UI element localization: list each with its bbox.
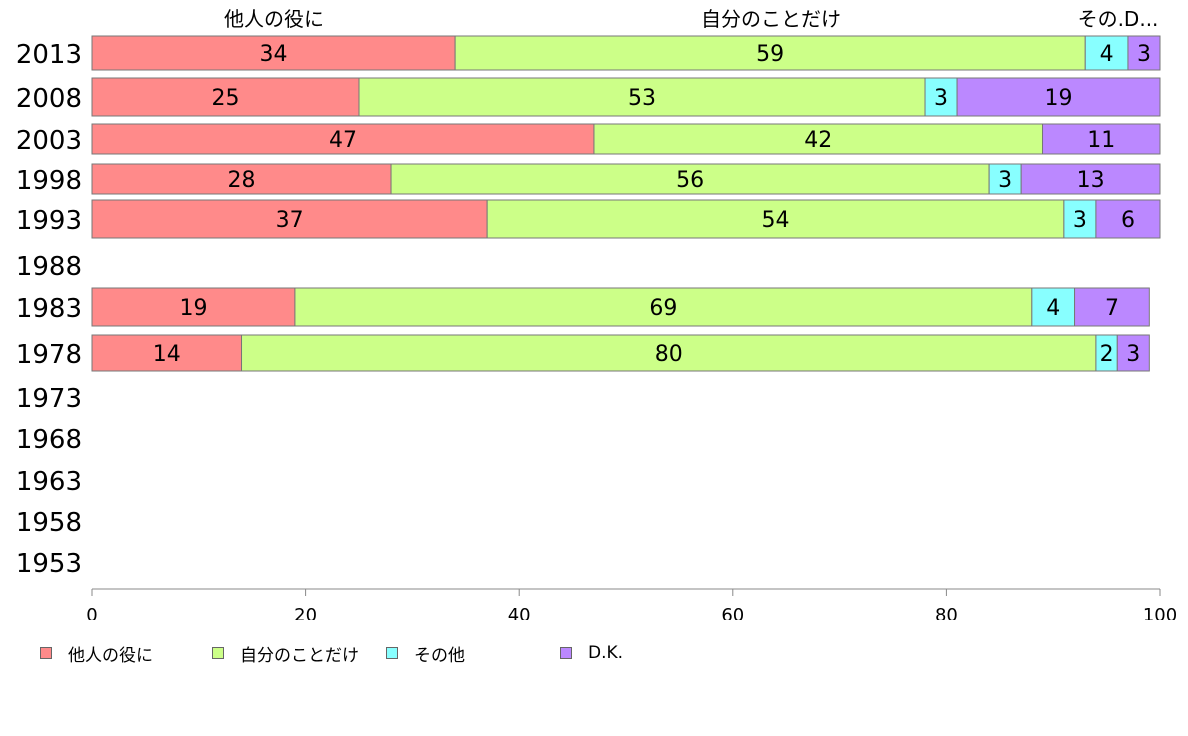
- bar-2008-series-0: [91, 77, 360, 117]
- legend-label-0: 他人の役に: [68, 645, 153, 666]
- bar-1993-series-1: [486, 199, 1065, 239]
- bar-1978-series-3: [1116, 334, 1150, 372]
- legend-item-0: 他人の役に: [40, 642, 153, 666]
- legend-swatch-3: [560, 647, 572, 659]
- data-label-2003-series-1: 42: [804, 128, 832, 153]
- y-label-1963: 1963: [16, 467, 82, 497]
- bar-1983-series-3: [1074, 287, 1150, 327]
- bar-2003-series-1: [593, 123, 1044, 155]
- legend: 他人の役に 自分のことだけ その他 D.K.: [40, 642, 740, 666]
- data-label-2008-series-0: 25: [212, 86, 240, 111]
- legend-label-3: D.K.: [588, 643, 624, 663]
- data-label-1978-series-0: 14: [153, 342, 181, 367]
- bar-2013-series-1: [454, 35, 1086, 71]
- data-label-1978-series-3: 3: [1126, 342, 1140, 367]
- bar-1998-series-3: [1020, 163, 1161, 195]
- y-label-1973: 1973: [16, 384, 82, 414]
- bar-2013-series-3: [1127, 35, 1161, 71]
- top-label-2: その.D...: [1078, 7, 1159, 31]
- bar-2003-series-0: [91, 123, 595, 155]
- bar-1993-series-2: [1063, 199, 1097, 239]
- x-tick-label-20: 20: [294, 605, 317, 620]
- y-label-1978: 1978: [16, 340, 82, 370]
- y-label-2008: 2008: [16, 84, 82, 114]
- stacked-bar-chart: 他人の役に 自分のことだけ その.D... 20132008200319981993…: [16, 7, 1177, 626]
- bar-1983-series-1: [294, 287, 1033, 327]
- bar-2013-series-2: [1084, 35, 1129, 71]
- y-label-2013: 2013: [16, 40, 82, 70]
- data-label-2013-series-0: 34: [260, 42, 288, 67]
- data-label-1998-series-2: 3: [998, 168, 1012, 193]
- legend-item-2: その他: [386, 642, 465, 666]
- data-label-2013-series-3: 3: [1137, 42, 1151, 67]
- data-label-1998-series-3: 13: [1077, 168, 1105, 193]
- legend-swatch-0: [40, 647, 52, 659]
- legend-swatch-2: [386, 647, 398, 659]
- data-label-2003-series-3: 11: [1087, 128, 1115, 153]
- legend-item-1: 自分のことだけ: [212, 642, 359, 666]
- bar-1993-series-3: [1095, 199, 1161, 239]
- data-label-1993-series-3: 6: [1121, 208, 1135, 233]
- data-label-1983-series-3: 7: [1105, 296, 1119, 321]
- y-label-1998: 1998: [16, 166, 82, 196]
- x-tick-label-60: 60: [721, 605, 744, 620]
- legend-label-2: その他: [414, 645, 465, 666]
- bar-1983-series-0: [91, 287, 296, 327]
- data-label-1993-series-2: 3: [1073, 208, 1087, 233]
- y-label-1958: 1958: [16, 508, 82, 538]
- data-label-2003-series-0: 47: [329, 128, 357, 153]
- bar-1983-series-2: [1031, 287, 1076, 327]
- bar-1998-series-1: [390, 163, 990, 195]
- data-label-2008-series-2: 3: [934, 86, 948, 111]
- y-label-1983: 1983: [16, 294, 82, 324]
- data-label-1978-series-1: 80: [655, 342, 683, 367]
- y-label-2003: 2003: [16, 126, 82, 156]
- legend-label-1: 自分のことだけ: [240, 645, 359, 666]
- bar-2013-series-0: [91, 35, 456, 71]
- legend-item-3: D.K.: [560, 642, 623, 664]
- bar-1993-series-0: [91, 199, 488, 239]
- bar-1978-series-1: [241, 334, 1097, 372]
- top-label-1: 自分のことだけ: [701, 7, 841, 31]
- data-label-1983-series-0: 19: [179, 296, 207, 321]
- y-label-1968: 1968: [16, 425, 82, 455]
- legend-swatch-1: [212, 647, 224, 659]
- bar-2008-series-3: [956, 77, 1161, 117]
- data-label-1983-series-2: 4: [1046, 296, 1060, 321]
- x-tick-label-40: 40: [508, 605, 531, 620]
- x-tick-label-80: 80: [935, 605, 958, 620]
- data-label-1983-series-1: 69: [649, 296, 677, 321]
- y-label-1953: 1953: [16, 549, 82, 579]
- data-label-1993-series-0: 37: [276, 208, 304, 233]
- top-label-0: 他人の役に: [224, 7, 324, 31]
- data-label-1998-series-1: 56: [676, 168, 704, 193]
- data-label-1998-series-0: 28: [228, 168, 256, 193]
- data-label-1993-series-1: 54: [762, 208, 790, 233]
- data-label-1978-series-2: 2: [1100, 342, 1114, 367]
- y-axis-labels: 2013 2008 2003 1998 1993 1988 1983 1978 1973 1968…: [16, 40, 82, 579]
- x-axis: 0 20 40 60 80 100: [86, 588, 1177, 626]
- y-label-1993: 1993: [16, 206, 82, 236]
- data-label-2008-series-1: 53: [628, 86, 656, 111]
- bar-2003-series-3: [1042, 123, 1161, 155]
- x-tick-label-100: 100: [1143, 605, 1177, 620]
- bar-2008-series-2: [924, 77, 958, 117]
- y-label-1988: 1988: [16, 252, 82, 282]
- x-tick-label-0: 0: [86, 605, 97, 620]
- data-label-2013-series-2: 4: [1100, 42, 1114, 67]
- data-label-2013-series-1: 59: [756, 42, 784, 67]
- data-label-2008-series-3: 19: [1045, 86, 1073, 111]
- bar-1998-series-2: [988, 163, 1022, 195]
- bar-1998-series-0: [91, 163, 392, 195]
- top-category-labels: 他人の役に 自分のことだけ その.D...: [224, 7, 1158, 31]
- bar-2008-series-1: [358, 77, 926, 117]
